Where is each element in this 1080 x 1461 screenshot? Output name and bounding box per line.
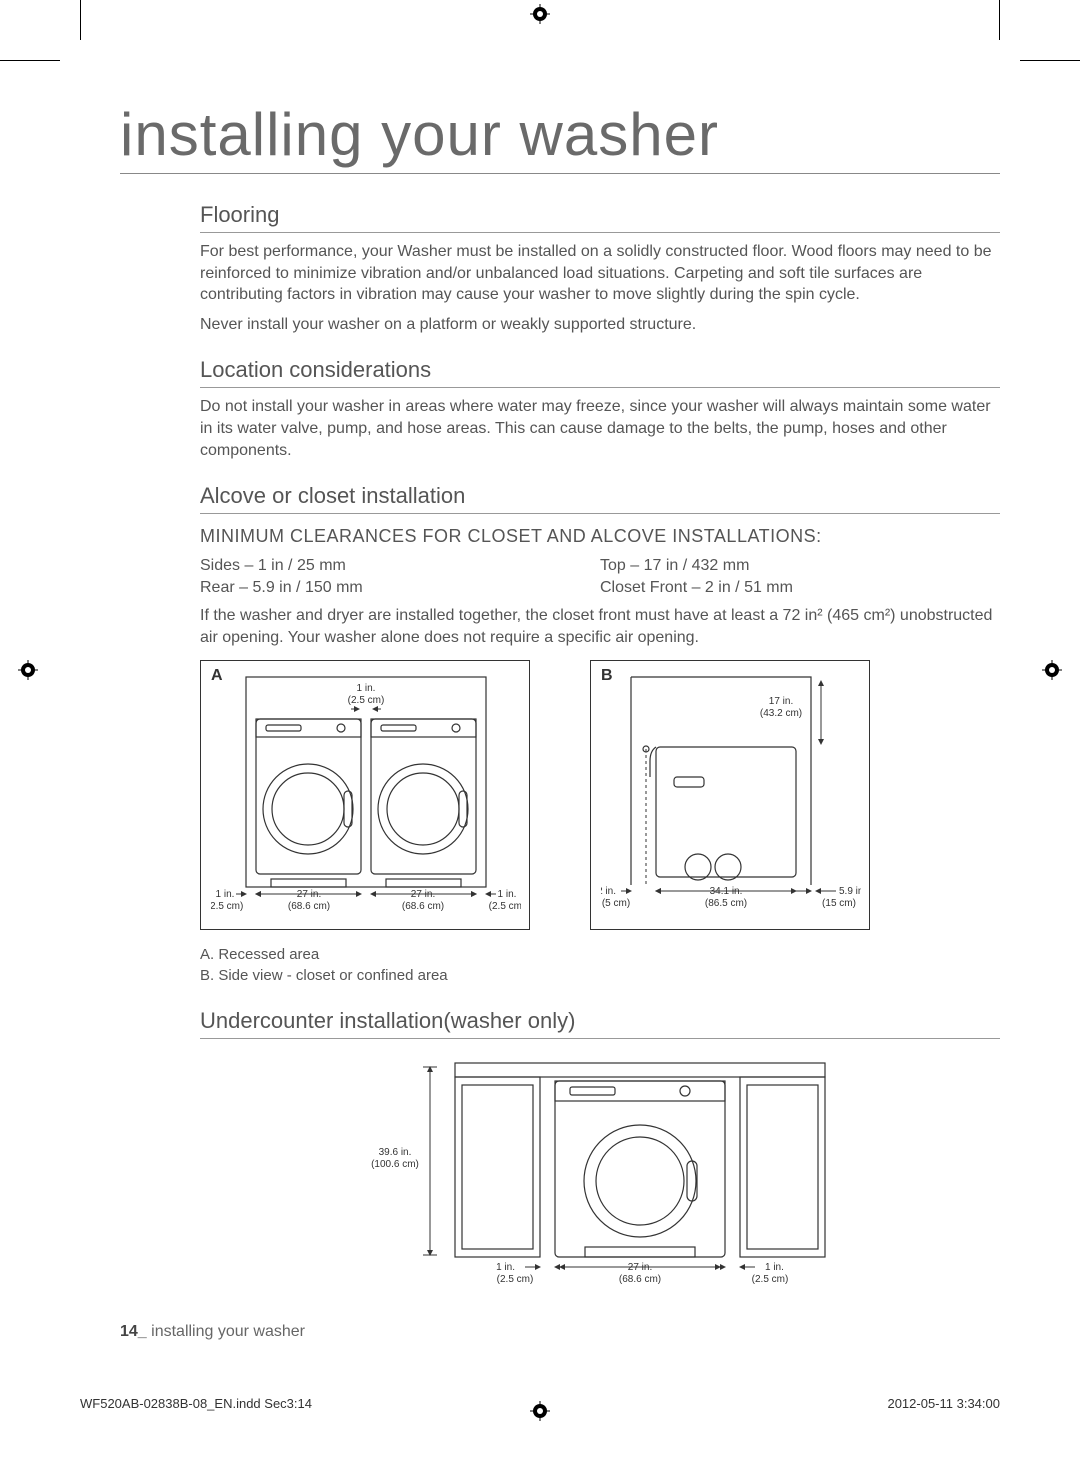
svg-text:1 in.: 1 in.	[496, 1262, 515, 1273]
content-column: Flooring For best performance, your Wash…	[200, 202, 1000, 1295]
svg-text:(2.5 cm): (2.5 cm)	[211, 901, 243, 912]
svg-text:(86.5 cm): (86.5 cm)	[705, 898, 747, 909]
svg-text:(2.5 cm): (2.5 cm)	[348, 695, 385, 706]
clearance-sides: Sides – 1 in / 25 mm	[200, 557, 600, 575]
diagram-legend: A. Recessed area B. Side view - closet o…	[200, 944, 1000, 986]
flooring-text-1: For best performance, your Washer must b…	[200, 241, 1000, 306]
crop-mark	[999, 0, 1000, 40]
alcove-note: If the washer and dryer are installed to…	[200, 605, 1000, 648]
undercounter-heading: Undercounter installation(washer only)	[200, 1008, 1000, 1039]
svg-text:(68.6 cm): (68.6 cm)	[619, 1274, 661, 1285]
clearance-grid: Sides – 1 in / 25 mm Top – 17 in / 432 m…	[200, 557, 1000, 597]
svg-text:27 in.: 27 in.	[297, 889, 321, 900]
svg-text:1 in.: 1 in.	[357, 683, 376, 694]
svg-text:(15 cm): (15 cm)	[822, 898, 856, 909]
svg-text:34.1 in.: 34.1 in.	[710, 886, 743, 897]
svg-text:(43.2 cm): (43.2 cm)	[760, 708, 802, 719]
crop-mark	[1020, 60, 1080, 61]
location-heading: Location considerations	[200, 357, 1000, 388]
indd-file: WF520AB-02838B-08_EN.indd Sec3:14	[80, 1396, 312, 1411]
diagram-b-label: B	[601, 667, 613, 685]
diagram-a-svg: 1 in. (2.5 cm)	[211, 669, 521, 919]
location-text: Do not install your washer in areas wher…	[200, 396, 1000, 461]
crop-mark	[0, 60, 60, 61]
svg-text:1 in.: 1 in.	[498, 889, 517, 900]
svg-text:2 in.: 2 in.	[601, 886, 616, 897]
undercounter-diagram: 39.6 in. (100.6 cm) 1 in. (2.5 cm) 27 in…	[200, 1055, 1000, 1295]
diagram-b: B 17 in. (43.2 cm)	[590, 660, 870, 930]
diagram-a-label: A	[211, 667, 223, 685]
svg-text:39.6 in.: 39.6 in.	[379, 1147, 412, 1158]
diagram-a: A 1 in. (2.5 cm)	[200, 660, 530, 930]
svg-text:1 in.: 1 in.	[216, 889, 235, 900]
clearance-rear: Rear – 5.9 in / 150 mm	[200, 579, 600, 597]
legend-b: B. Side view - closet or confined area	[200, 965, 1000, 986]
svg-text:(68.6 cm): (68.6 cm)	[288, 901, 330, 912]
footer-text: installing your washer	[147, 1323, 305, 1340]
clearance-front: Closet Front – 2 in / 51 mm	[600, 579, 1000, 597]
svg-text:17 in.: 17 in.	[769, 696, 793, 707]
svg-text:5.9 in.: 5.9 in.	[839, 886, 861, 897]
clearances-subhead: MINIMUM CLEARANCES FOR CLOSET AND ALCOVE…	[200, 526, 1000, 547]
crop-mark	[80, 0, 81, 40]
page-content: installing your washer Flooring For best…	[120, 100, 1000, 1341]
clearance-top: Top – 17 in / 432 mm	[600, 557, 1000, 575]
registration-mark-icon	[18, 660, 38, 680]
diagram-row: A 1 in. (2.5 cm)	[200, 660, 1000, 930]
page-footer: 14_ installing your washer	[120, 1323, 305, 1341]
svg-text:(100.6 cm): (100.6 cm)	[371, 1159, 419, 1170]
svg-text:27 in.: 27 in.	[628, 1262, 652, 1273]
svg-text:27 in.: 27 in.	[411, 889, 435, 900]
svg-text:(68.6 cm): (68.6 cm)	[402, 901, 444, 912]
diagram-c-svg: 39.6 in. (100.6 cm) 1 in. (2.5 cm) 27 in…	[360, 1055, 840, 1295]
flooring-heading: Flooring	[200, 202, 1000, 233]
svg-text:(2.5 cm): (2.5 cm)	[497, 1274, 534, 1285]
indd-date: 2012-05-11 3:34:00	[887, 1396, 1000, 1411]
svg-text:(2.5 cm): (2.5 cm)	[489, 901, 521, 912]
legend-a: A. Recessed area	[200, 944, 1000, 965]
indd-footer: WF520AB-02838B-08_EN.indd Sec3:14 2012-0…	[80, 1396, 1000, 1411]
svg-text:(5 cm): (5 cm)	[602, 898, 630, 909]
alcove-heading: Alcove or closet installation	[200, 483, 1000, 514]
svg-text:1 in.: 1 in.	[765, 1262, 784, 1273]
flooring-text-2: Never install your washer on a platform …	[200, 314, 1000, 336]
registration-mark-icon	[1042, 660, 1062, 680]
diagram-b-svg: 17 in. (43.2 cm)	[601, 669, 861, 919]
page-title: installing your washer	[120, 100, 1000, 174]
svg-text:(2.5 cm): (2.5 cm)	[752, 1274, 789, 1285]
registration-mark-icon	[530, 4, 550, 24]
page-number: 14_	[120, 1323, 147, 1340]
